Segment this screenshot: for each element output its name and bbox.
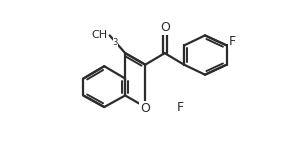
Text: F: F [229,35,236,48]
Text: F: F [177,101,184,113]
Text: O: O [160,21,170,34]
Text: CH: CH [91,30,107,40]
Text: 3: 3 [113,38,118,47]
Text: O: O [140,102,150,115]
